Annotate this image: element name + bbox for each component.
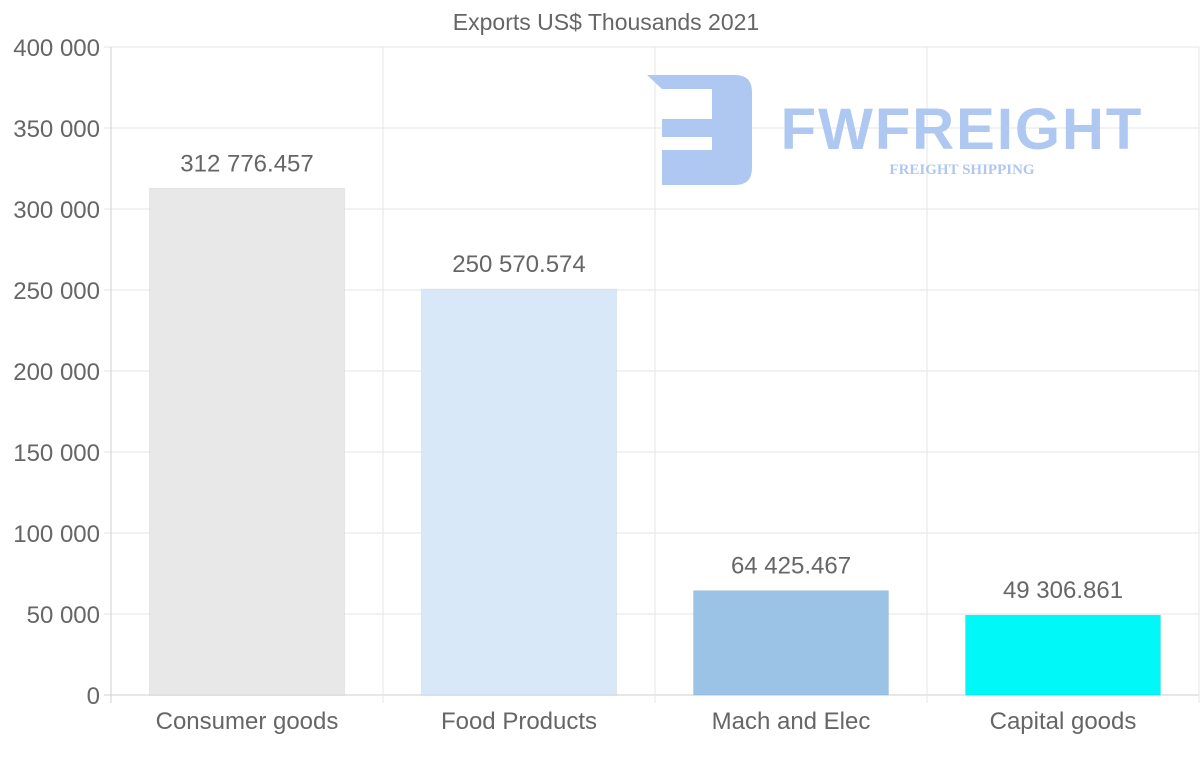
x-tick-label: Consumer goods: [156, 708, 339, 735]
x-tick-label: Mach and Elec: [712, 708, 871, 735]
y-tick-label: 400 000: [13, 35, 100, 62]
axes: 0 50 000 100 000 150 000 200 000 250 000 300 0…: [13, 35, 1136, 735]
bar: [149, 187, 345, 696]
bar: [421, 288, 617, 696]
data-label: 312 776.457: [180, 150, 313, 177]
y-tick-label: 50 000: [27, 602, 100, 629]
data-label: 250 570.574: [452, 251, 585, 278]
watermark-tagline: FREIGHT SHIPPING: [889, 162, 1034, 178]
x-tick-label: Capital goods: [990, 708, 1137, 735]
y-tick-label: 100 000: [13, 521, 100, 548]
y-tick-label: 350 000: [13, 116, 100, 143]
y-tick-label: 150 000: [13, 440, 100, 467]
y-tick-label: 200 000: [13, 359, 100, 386]
bars: 312 776.457 250 570.574 64 425.467 49 306.8…: [149, 150, 1161, 696]
bar: [965, 614, 1161, 696]
logo-mark-icon: [647, 75, 752, 185]
fwfreight-watermark-logo: FWFREIGHT FREIGHT SHIPPING: [647, 75, 1144, 185]
chart-title: Exports US$ Thousands 2021: [453, 9, 759, 35]
data-label: 64 425.467: [731, 553, 851, 580]
x-tick-label: Food Products: [441, 708, 597, 735]
bar: [693, 590, 889, 696]
y-tick-label: 250 000: [13, 278, 100, 305]
watermark-brand: FWFREIGHT: [781, 97, 1144, 162]
y-tick-label: 300 000: [13, 197, 100, 224]
data-label: 49 306.861: [1003, 577, 1123, 604]
y-tick-label: 0: [87, 683, 100, 710]
